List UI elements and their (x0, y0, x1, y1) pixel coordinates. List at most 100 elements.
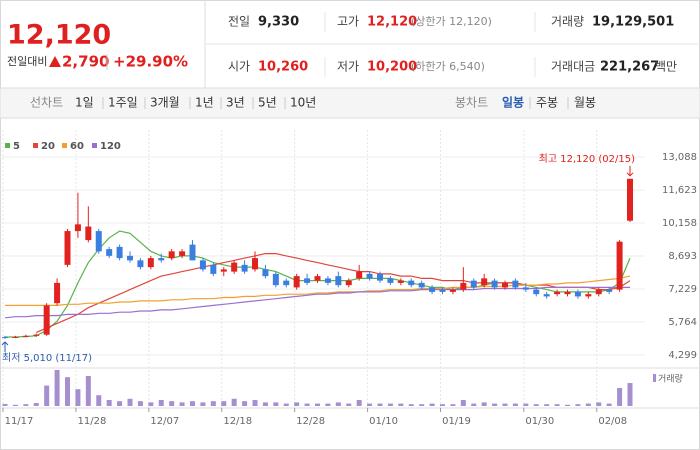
tab[interactable]: 1년 (195, 96, 214, 110)
candle-body (439, 289, 446, 292)
volume-bar (346, 403, 352, 406)
candle-body (2, 336, 8, 338)
tab[interactable]: 주봉 (536, 96, 558, 110)
x-tick-label: 01/30 (525, 416, 554, 427)
x-tick-label: 11/17 (5, 416, 34, 427)
volume-bar (190, 401, 195, 406)
volume-bar (596, 402, 602, 406)
field-value: 9,330 (258, 15, 299, 30)
volume-bar (65, 377, 70, 406)
volume-legend: 거래량 (658, 373, 683, 385)
field-note: (하한가 6,540) (411, 59, 485, 73)
tab-bar (0, 87, 700, 119)
candle-body (231, 262, 238, 272)
y-tick-label: 7,229 (668, 284, 697, 295)
legend-label: 20 (41, 141, 55, 152)
x-tick-label: 01/19 (442, 416, 471, 427)
change: 2,790 (62, 53, 109, 71)
candle-body (179, 251, 186, 256)
volume-bar (502, 403, 508, 406)
candle-body (272, 273, 279, 286)
volume-bar (544, 404, 550, 406)
candle-body (12, 336, 19, 338)
volume-bar (492, 403, 498, 406)
legend-label: 5 (13, 141, 20, 152)
volume-bar (75, 389, 81, 406)
volume-bar (440, 404, 445, 406)
candle-body (210, 264, 217, 274)
field-label: 전일 (228, 15, 250, 29)
volume-bar (273, 402, 279, 406)
legend-swatch (92, 143, 97, 148)
y-tick-label: 13,088 (662, 152, 697, 163)
field-value: 12,120 (367, 15, 417, 30)
volume-bar (315, 403, 320, 406)
volume-bar (148, 402, 154, 406)
volume-bar (158, 400, 164, 406)
candle-body (491, 280, 498, 288)
candle-body (595, 289, 602, 295)
field-value: 10,200 (367, 60, 417, 75)
tab[interactable]: 5년 (258, 96, 277, 110)
candle-body (543, 294, 550, 297)
tab[interactable]: 10년 (290, 96, 316, 110)
up-arrow (49, 56, 61, 67)
y-tick-label: 10,158 (662, 218, 697, 229)
x-tick-label: 02/08 (598, 416, 627, 427)
high-annotation: 최고 12,120 (02/15) (539, 153, 635, 165)
volume-bar (554, 404, 560, 406)
volume-bar (533, 404, 539, 406)
volume-bar (481, 402, 487, 406)
candle-body (512, 280, 519, 288)
field-label: 시가 (228, 60, 250, 74)
volume-bar (169, 401, 175, 406)
candle-body (522, 287, 529, 290)
volume-bar (325, 403, 331, 406)
volume-bar (429, 403, 435, 406)
volume-bar (54, 370, 60, 406)
candle-body (314, 276, 321, 281)
tab[interactable]: 월봉 (574, 96, 596, 110)
tab[interactable]: 3년 (226, 96, 245, 110)
candle-body (158, 258, 165, 261)
volume-bar (179, 402, 185, 406)
tab[interactable]: 1일 (75, 96, 94, 110)
candle-body (408, 280, 415, 286)
legend-label: 60 (70, 141, 84, 152)
y-tick-label: 4,299 (668, 350, 697, 361)
candle-body (64, 231, 71, 265)
candle-body (356, 271, 363, 279)
volume-bar (585, 403, 591, 406)
legend-swatch (33, 143, 38, 148)
candle-body (252, 258, 258, 270)
tab[interactable]: 일봉 (502, 96, 524, 110)
tab[interactable]: 1주일 (108, 96, 138, 110)
change-rate: +29.90% (113, 53, 188, 71)
volume-bar (23, 404, 29, 406)
field-value: 221,267 (600, 60, 659, 75)
volume-bar (252, 400, 258, 406)
field-value: 10,260 (258, 60, 308, 75)
candle-body (502, 282, 508, 288)
field-label: 저가 (337, 60, 359, 74)
candle-body (262, 269, 269, 277)
candle-body (168, 251, 175, 259)
candle-body (418, 282, 425, 288)
candle-body (85, 226, 92, 241)
candle-body (189, 244, 196, 261)
candle-body (304, 278, 311, 283)
candle-body (345, 280, 352, 286)
legend-label: 120 (100, 141, 121, 152)
candle-body (387, 278, 394, 283)
volume-bar (44, 385, 50, 406)
y-tick-label: 5,764 (668, 317, 697, 328)
field-note: (상한가 12,120) (411, 15, 492, 28)
candle-body (22, 335, 29, 337)
x-tick-label: 12/28 (296, 416, 325, 427)
x-tick-label: 11/28 (78, 416, 107, 427)
volume-bar (627, 383, 633, 406)
high-arrow (626, 165, 634, 177)
candle-body (585, 294, 592, 297)
tab[interactable]: 3개월 (150, 96, 180, 110)
